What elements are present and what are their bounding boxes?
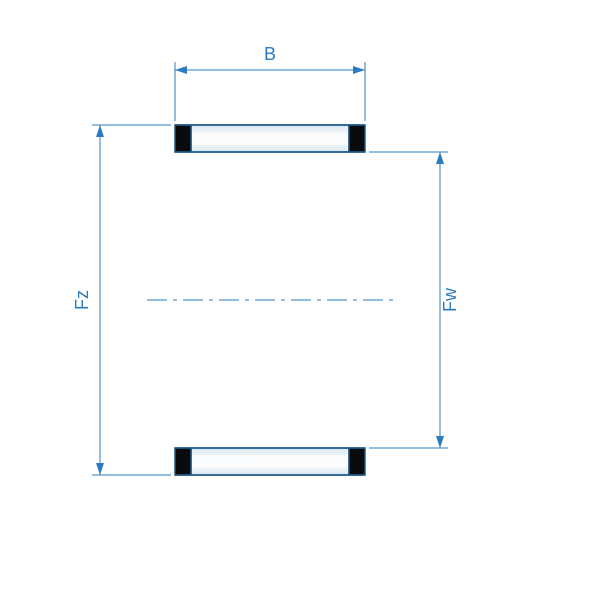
roller-bottom	[175, 448, 365, 475]
roller-top	[175, 125, 365, 152]
bearing-dimension-diagram: B Fz Fw	[0, 0, 600, 600]
dim-label-Fw: Fw	[440, 287, 460, 312]
dim-label-Fz: Fz	[72, 290, 92, 310]
dim-label-B: B	[264, 44, 276, 64]
